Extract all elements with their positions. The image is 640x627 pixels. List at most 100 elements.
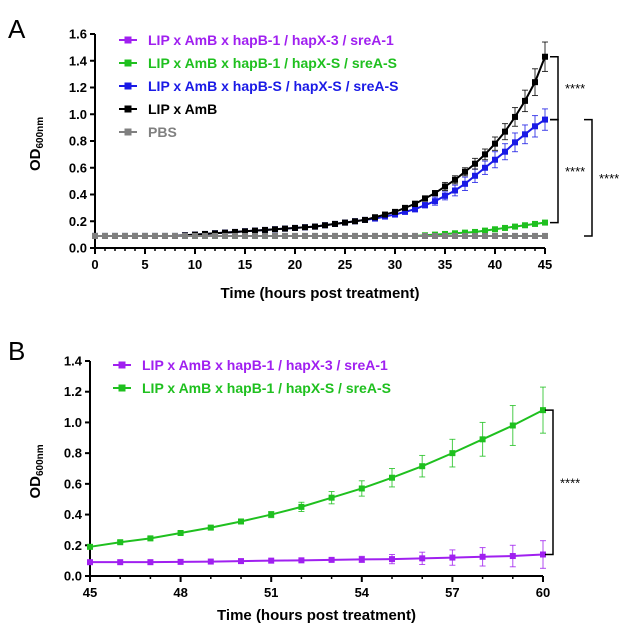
x-axis-title: Time (hours post treatment) [221,285,420,302]
data-point [472,228,478,235]
data-point [358,556,365,563]
data-point [462,232,468,239]
x-tick-label: 20 [288,257,302,272]
data-point [292,224,298,231]
data-point [182,232,188,239]
legend-label: LIP x AmB x hapB-1 / hapX-S / sreA-S [148,55,397,71]
x-tick-label: 48 [173,585,187,600]
data-point [432,198,438,205]
series-line [90,553,544,564]
y-tick-label: 1.0 [69,107,87,122]
x-tick-label: 45 [83,585,97,600]
data-point [162,232,168,239]
data-point [102,232,108,239]
data-point [332,232,338,239]
data-point [242,228,248,235]
data-point [512,139,518,146]
y-tick-label: 1.4 [64,354,83,369]
data-point [87,543,93,550]
data-point [302,224,308,231]
y-axis-title-subscript: 600nm [35,444,46,476]
data-point [362,216,368,223]
data-point [132,232,138,239]
data-point [492,226,498,233]
data-point [402,208,408,215]
bracket-line [545,409,554,556]
x-tick-label: 57 [445,585,459,600]
data-point [328,494,335,501]
data-point [292,232,298,239]
legend-marker [124,82,132,90]
data-point [268,511,275,518]
data-point [122,232,128,239]
data-point [142,232,148,239]
chart-panel-a: A 0.0 0.2 0.4 0.6 0.8 1.0 1.2 1.4 1.6 0 5 10 15 20 25 30… [8,14,619,302]
data-point [389,556,395,563]
y-tick-label: 0.6 [69,160,87,175]
y-tick-label: 0.8 [69,134,87,149]
data-point [422,195,428,202]
data-point [262,226,268,233]
x-tick-label: 10 [188,257,202,272]
data-point [512,232,518,239]
legend-label: PBS [148,124,177,140]
data-point [492,232,498,239]
data-point [432,232,438,239]
data-point [442,192,448,199]
data-point [152,232,158,239]
data-point [298,503,305,510]
data-point [449,450,456,457]
y-tick-label: 0.6 [64,476,82,491]
data-point [147,535,154,542]
data-point [442,232,448,239]
bracket-line [550,118,559,224]
data-point [482,151,488,158]
y-tick-label: 1.4 [69,53,88,68]
data-point [419,463,426,470]
data-point [322,232,328,239]
data-point [362,232,368,239]
legend-marker [124,128,132,136]
series-0 [87,540,546,569]
x-axis-title: Time (hours post treatment) [217,607,416,624]
x-tick-label: 30 [388,257,402,272]
data-point [389,474,395,481]
data-point [207,524,214,531]
bracket-line [584,118,593,237]
data-point [502,224,508,231]
data-point [177,530,184,536]
data-point [452,176,458,183]
x-tick-label: 25 [338,257,352,272]
data-point [512,113,518,120]
data-point [172,232,178,239]
data-point [449,554,456,561]
data-point [462,180,468,187]
data-point [177,558,184,565]
data-point [207,558,214,565]
data-point [282,225,288,232]
data-point [238,558,244,565]
data-point [322,222,328,229]
significance-label: **** [599,171,619,186]
x-tick-label: 60 [536,585,550,600]
data-point [442,183,448,190]
data-point [358,485,365,492]
data-point [352,232,358,239]
data-point [392,232,398,239]
data-point [298,557,305,564]
data-point [252,232,258,239]
data-point [268,557,275,564]
significance-bracket: **** [550,55,585,121]
data-point [472,160,478,167]
data-point [540,407,546,414]
panel-letter: A [8,14,26,44]
x-tick-label: 15 [238,257,252,272]
data-point [372,214,378,221]
data-point [452,187,458,194]
significance-label: **** [565,164,585,179]
data-point [332,220,338,227]
legend-marker [124,59,132,67]
data-point [312,232,318,239]
chart-panel-b: B 0.0 0.2 0.4 0.6 0.8 1.0 1.2 1.4 45 48 51 54 57 60 Tim… [8,336,580,624]
